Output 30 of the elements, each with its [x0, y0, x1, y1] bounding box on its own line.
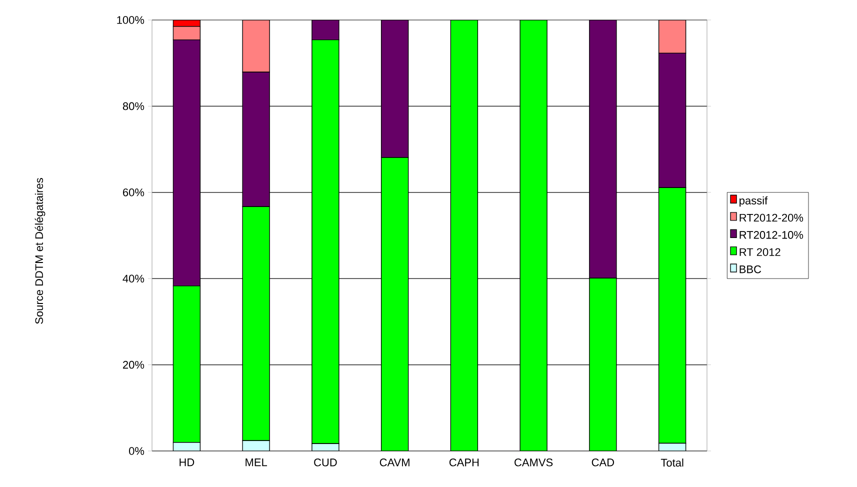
bar [658, 52, 686, 188]
legend-label: RT2012-10% [740, 231, 804, 239]
bar [173, 442, 200, 451]
legend-label: passif [740, 196, 768, 207]
bar [312, 20, 340, 40]
legend-label: RT 2012 [740, 248, 780, 256]
x-tick-label: Total [660, 458, 684, 467]
y-tick-label: 60% [123, 188, 144, 196]
legend-label: BBC [740, 265, 762, 274]
bar [242, 72, 270, 207]
bar [380, 20, 409, 158]
bar [658, 20, 686, 54]
bar [242, 20, 270, 72]
x-tick-label: CUD [314, 458, 337, 466]
y-tick-label: 20% [123, 360, 144, 369]
x-tick-label: CAVM [380, 458, 410, 466]
source-note: Source DDTM et Délégataires [34, 178, 46, 324]
bar [172, 39, 201, 286]
y-tick-label: 40% [122, 274, 144, 282]
y-tick-label: 0% [129, 447, 144, 455]
y-tick-label: 100% [117, 16, 144, 24]
bar [172, 26, 201, 40]
x-tick-label: CAPH [449, 458, 479, 466]
y-tick-label: 80% [122, 102, 144, 110]
bar [589, 20, 617, 279]
x-tick-label: CAD [592, 458, 614, 466]
x-tick-label: MEL [246, 458, 268, 466]
x-tick-label: HD [180, 458, 194, 466]
x-tick-label: CAMVS [514, 458, 553, 466]
legend-label: RT2012-20% [740, 214, 804, 222]
